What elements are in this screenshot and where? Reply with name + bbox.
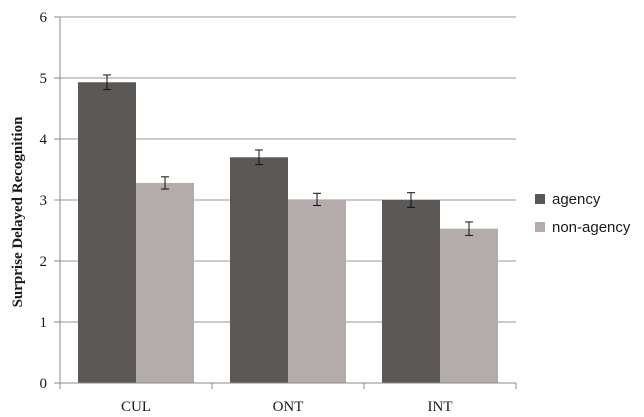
- bar-non-agency-INT: [440, 228, 498, 383]
- legend: agency non-agency: [535, 191, 631, 236]
- y-tick-label: 6: [40, 10, 48, 26]
- legend-swatch-agency: [535, 194, 545, 204]
- bar-agency-INT: [382, 200, 440, 383]
- y-tick-label: 2: [40, 254, 48, 270]
- legend-swatch-non-agency: [535, 222, 545, 232]
- x-tick-labels: CUL ONT INT: [121, 399, 453, 415]
- y-tick-label: 1: [40, 315, 48, 331]
- y-tick-label: 3: [40, 193, 48, 209]
- y-tick-labels: 0 1 2 3 4 5 6: [40, 10, 48, 392]
- axes: [54, 16, 517, 389]
- bar-agency-CUL: [78, 82, 136, 384]
- y-tick-label: 4: [40, 132, 48, 148]
- bars: [78, 82, 498, 384]
- x-tick-label: INT: [428, 399, 453, 415]
- bar-agency-ONT: [230, 157, 288, 383]
- bar-non-agency-ONT: [288, 199, 346, 383]
- y-tick-label: 0: [40, 376, 48, 392]
- legend-label: agency: [552, 191, 601, 208]
- x-tick-label: CUL: [121, 399, 151, 415]
- y-tick-label: 5: [40, 71, 48, 87]
- x-tick-label: ONT: [273, 399, 304, 415]
- bar-non-agency-CUL: [136, 182, 194, 383]
- error-bars: [103, 74, 473, 236]
- legend-label: non-agency: [552, 219, 631, 236]
- y-axis-label: Surprise Delayed Recognition: [10, 116, 26, 307]
